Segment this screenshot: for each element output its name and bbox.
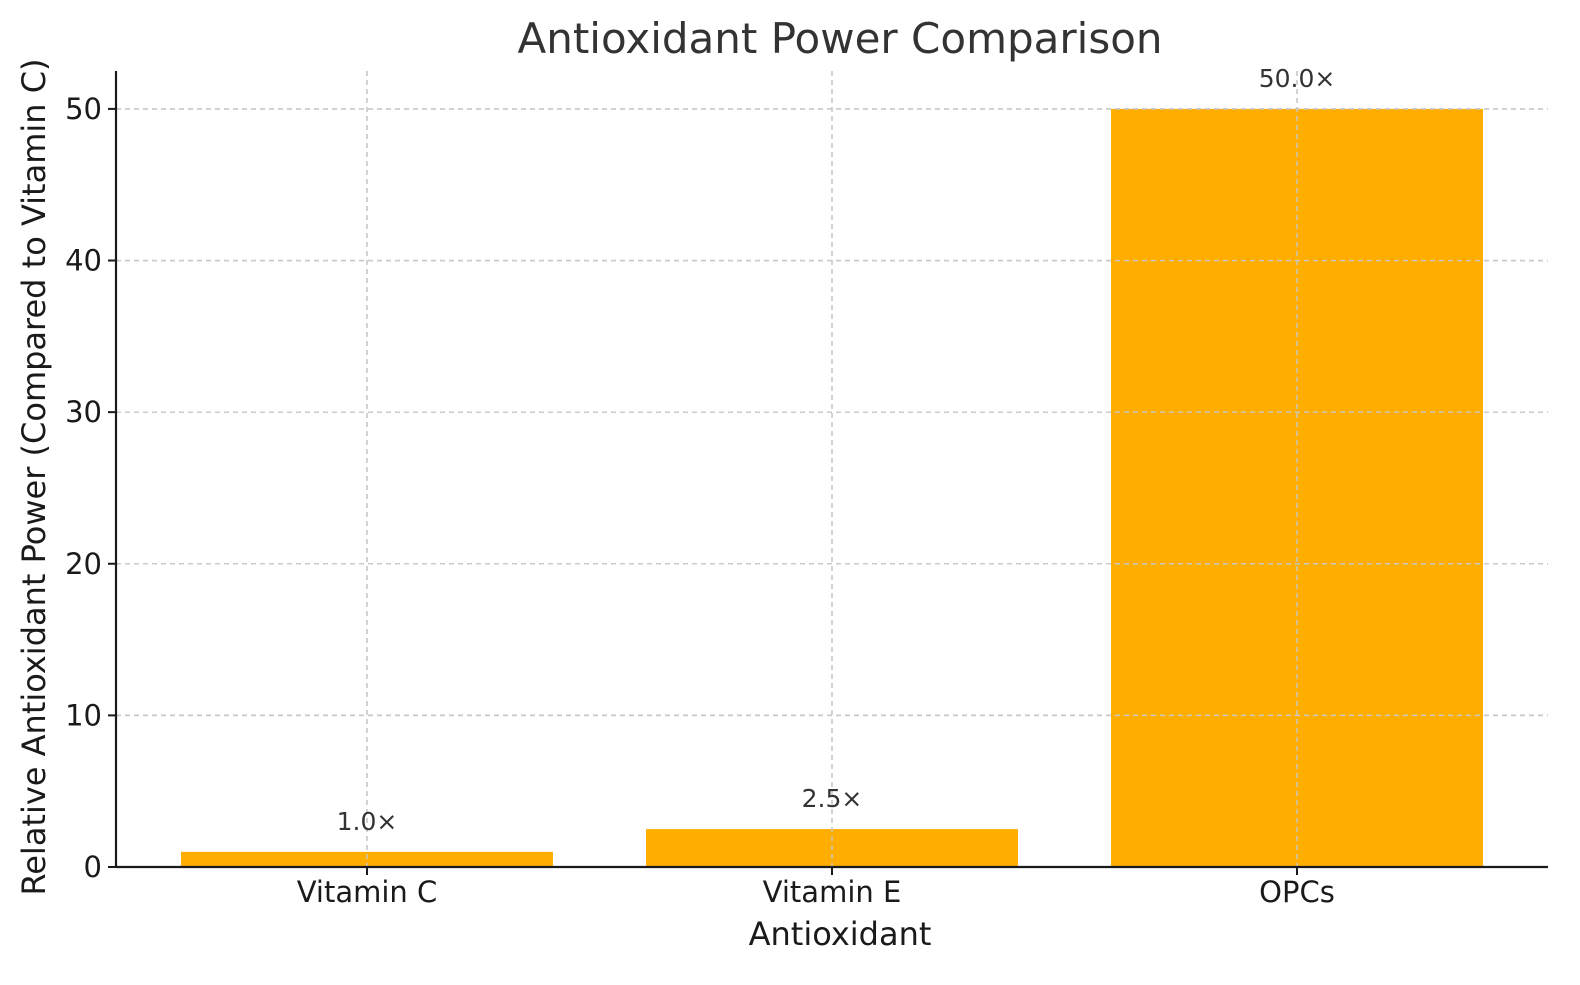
x-axis-label: Antioxidant: [749, 915, 932, 953]
x-tick-label: Vitamin E: [763, 875, 902, 909]
bar-value-label: 1.0×: [337, 807, 398, 836]
y-tick-label: 10: [65, 698, 102, 732]
y-tick-label: 20: [65, 547, 102, 581]
y-axis-label: Relative Antioxidant Power (Compared to …: [15, 58, 53, 895]
axes: [108, 71, 1548, 875]
y-tick-label: 50: [65, 92, 102, 126]
bar-vitamin-c: [181, 851, 553, 867]
x-tick-label: OPCs: [1259, 875, 1335, 909]
bar-value-label: 50.0×: [1259, 64, 1336, 93]
chart-title: Antioxidant Power Comparison: [517, 14, 1162, 63]
y-tick-label: 30: [65, 395, 102, 429]
labels: 0 10 20 30 40 50 1.0× 2.5× 50.0× Vitamin C Vitamin…: [65, 64, 1335, 909]
bar-value-label: 2.5×: [802, 784, 863, 813]
y-tick-label: 0: [84, 850, 102, 884]
x-tick-label: Vitamin C: [297, 875, 438, 909]
y-tick-label: 40: [65, 244, 102, 278]
